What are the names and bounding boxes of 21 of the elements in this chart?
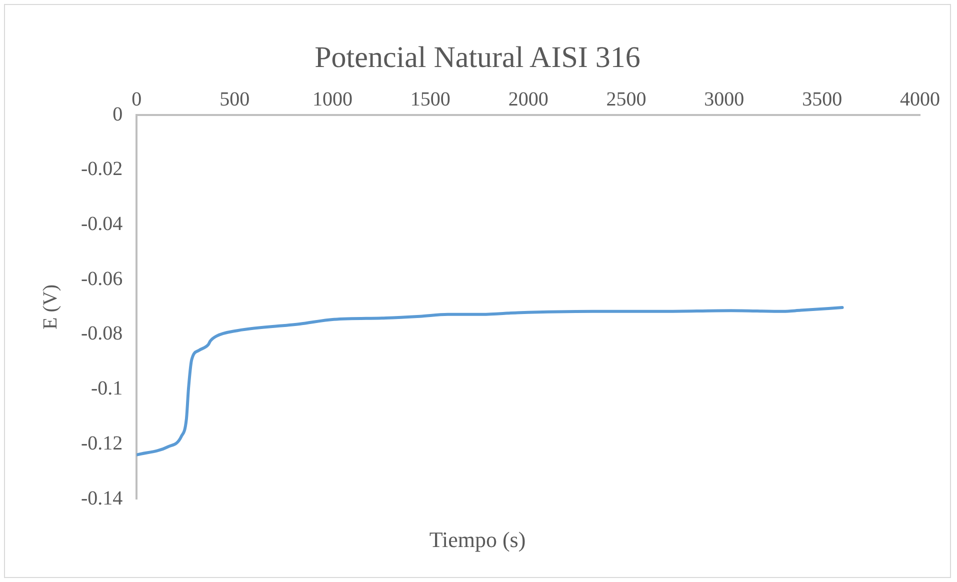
x-tick-label: 0 [132, 88, 142, 110]
y-tick-label: -0.02 [80, 158, 123, 180]
y-tick-label: -0.1 [90, 378, 123, 400]
x-tick-label: 1000 [312, 88, 352, 110]
y-tick-label: -0.14 [80, 487, 123, 510]
x-tick-label: 3000 [704, 88, 744, 110]
x-tick-label: 500 [220, 88, 250, 110]
y-axis-title: E (V) [39, 284, 62, 330]
y-tick-label: -0.08 [80, 322, 123, 345]
y-tick-label: -0.06 [80, 268, 123, 290]
chart-title: Potencial Natural AISI 316 [314, 41, 642, 75]
x-tick-label: 2500 [606, 88, 646, 110]
x-tick-label: 3500 [802, 88, 842, 110]
line-series [136, 306, 844, 456]
y-tick-label: -0.12 [80, 432, 123, 454]
y-tick-label: 0 [112, 103, 123, 126]
y-tick-label: -0.04 [80, 212, 123, 235]
x-tick-label: 4000 [900, 88, 940, 110]
x-tick-label: 2000 [508, 88, 548, 110]
x-tick-label: 1500 [410, 88, 450, 110]
x-axis-title: Tiempo (s) [428, 527, 527, 553]
